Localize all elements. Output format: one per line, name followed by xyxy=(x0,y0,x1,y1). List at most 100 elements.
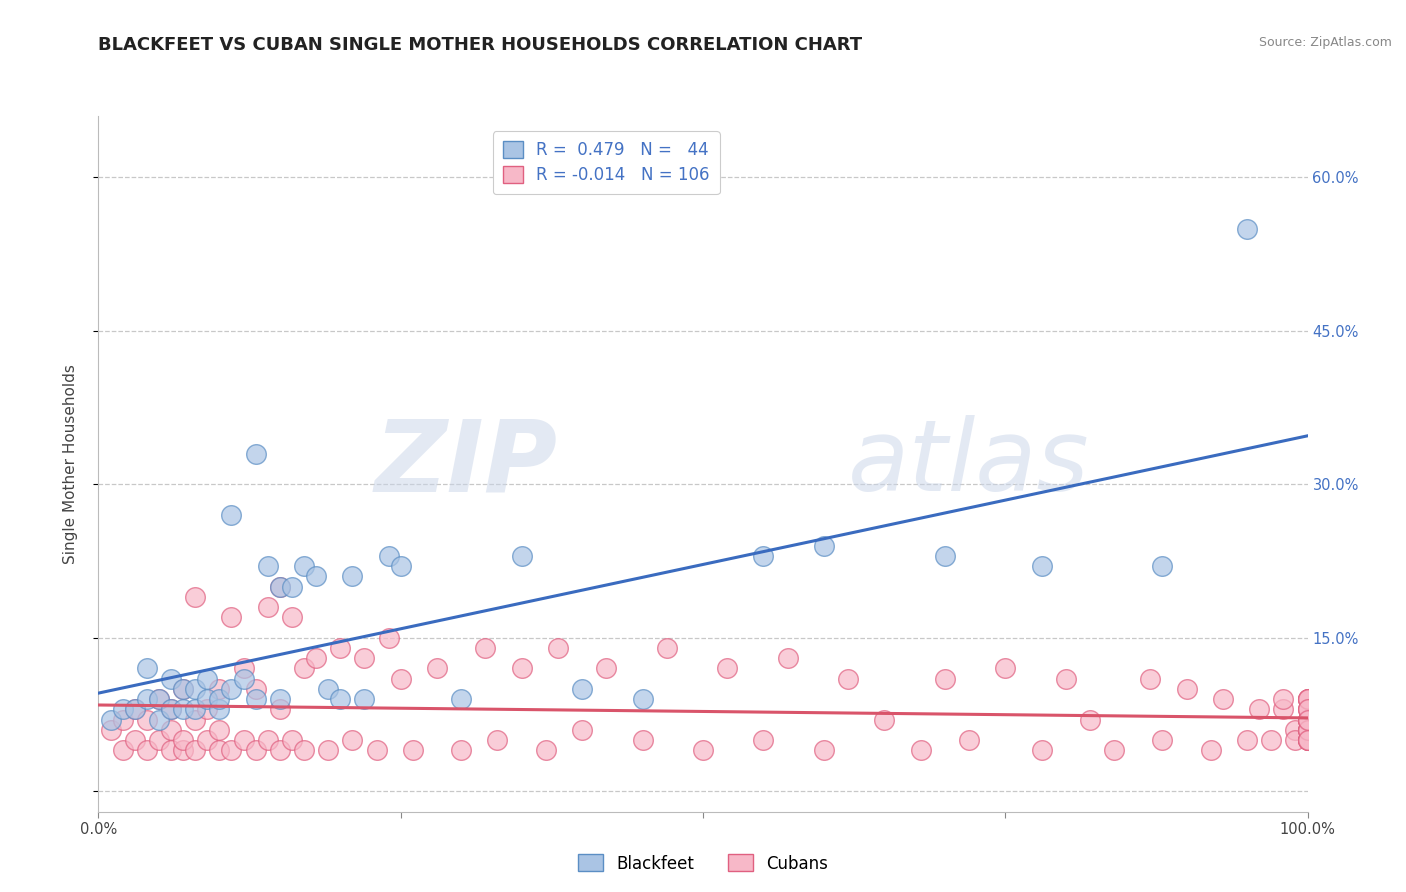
Point xyxy=(160,723,183,737)
Point xyxy=(1152,559,1174,574)
Point xyxy=(1102,743,1125,757)
Point xyxy=(1296,713,1319,727)
Point xyxy=(195,702,218,716)
Point xyxy=(366,743,388,757)
Point xyxy=(450,692,472,706)
Point xyxy=(135,713,157,727)
Point xyxy=(547,640,569,655)
Point xyxy=(269,580,291,594)
Point xyxy=(510,549,533,563)
Point xyxy=(100,723,122,737)
Point xyxy=(135,692,157,706)
Point xyxy=(316,743,339,757)
Point xyxy=(1296,733,1319,747)
Point xyxy=(160,702,183,716)
Point xyxy=(281,610,304,624)
Point xyxy=(631,733,654,747)
Point xyxy=(813,743,835,757)
Point xyxy=(1031,559,1053,574)
Point xyxy=(1139,672,1161,686)
Point xyxy=(1296,692,1319,706)
Point xyxy=(934,549,956,563)
Point xyxy=(124,733,146,747)
Point xyxy=(184,702,207,716)
Point xyxy=(184,713,207,727)
Point xyxy=(269,580,291,594)
Point xyxy=(1296,713,1319,727)
Point xyxy=(571,681,593,696)
Point xyxy=(1031,743,1053,757)
Point xyxy=(389,559,412,574)
Point xyxy=(305,569,328,583)
Point xyxy=(245,692,267,706)
Point xyxy=(281,733,304,747)
Point xyxy=(221,610,243,624)
Point xyxy=(1152,733,1174,747)
Point xyxy=(377,631,399,645)
Point xyxy=(1296,702,1319,716)
Point xyxy=(1272,702,1295,716)
Point xyxy=(1260,733,1282,747)
Point xyxy=(1296,713,1319,727)
Point xyxy=(631,692,654,706)
Point xyxy=(232,733,254,747)
Point xyxy=(1296,692,1319,706)
Point xyxy=(329,692,352,706)
Point xyxy=(172,733,194,747)
Point xyxy=(208,681,231,696)
Point xyxy=(172,743,194,757)
Point xyxy=(111,713,134,727)
Point xyxy=(1296,733,1319,747)
Point xyxy=(221,508,243,522)
Point xyxy=(1296,702,1319,716)
Point xyxy=(1272,692,1295,706)
Point xyxy=(402,743,425,757)
Point xyxy=(195,692,218,706)
Point xyxy=(1296,692,1319,706)
Point xyxy=(1296,713,1319,727)
Point xyxy=(184,590,207,604)
Point xyxy=(1296,692,1319,706)
Point xyxy=(208,743,231,757)
Point xyxy=(450,743,472,757)
Point xyxy=(184,681,207,696)
Point xyxy=(1296,733,1319,747)
Point xyxy=(221,681,243,696)
Point xyxy=(353,692,375,706)
Point xyxy=(486,733,509,747)
Point xyxy=(232,672,254,686)
Point xyxy=(1296,723,1319,737)
Point xyxy=(1296,713,1319,727)
Point xyxy=(124,702,146,716)
Point xyxy=(124,702,146,716)
Point xyxy=(1078,713,1101,727)
Legend: Blackfeet, Cubans: Blackfeet, Cubans xyxy=(571,847,835,880)
Point xyxy=(377,549,399,563)
Point xyxy=(873,713,896,727)
Point xyxy=(655,640,678,655)
Point xyxy=(1175,681,1198,696)
Point xyxy=(716,661,738,675)
Point xyxy=(160,672,183,686)
Point xyxy=(910,743,932,757)
Point xyxy=(232,661,254,675)
Point xyxy=(1296,733,1319,747)
Point xyxy=(329,640,352,655)
Point xyxy=(692,743,714,757)
Point xyxy=(813,539,835,553)
Point xyxy=(208,702,231,716)
Point xyxy=(195,733,218,747)
Point xyxy=(256,733,278,747)
Point xyxy=(269,692,291,706)
Legend: R =  0.479   N =   44, R = -0.014   N = 106: R = 0.479 N = 44, R = -0.014 N = 106 xyxy=(494,131,720,194)
Point xyxy=(245,743,267,757)
Point xyxy=(426,661,449,675)
Text: Source: ZipAtlas.com: Source: ZipAtlas.com xyxy=(1258,36,1392,49)
Point xyxy=(221,743,243,757)
Point xyxy=(256,600,278,615)
Point xyxy=(1284,723,1306,737)
Point xyxy=(389,672,412,686)
Point xyxy=(342,733,364,747)
Point xyxy=(269,743,291,757)
Point xyxy=(1212,692,1234,706)
